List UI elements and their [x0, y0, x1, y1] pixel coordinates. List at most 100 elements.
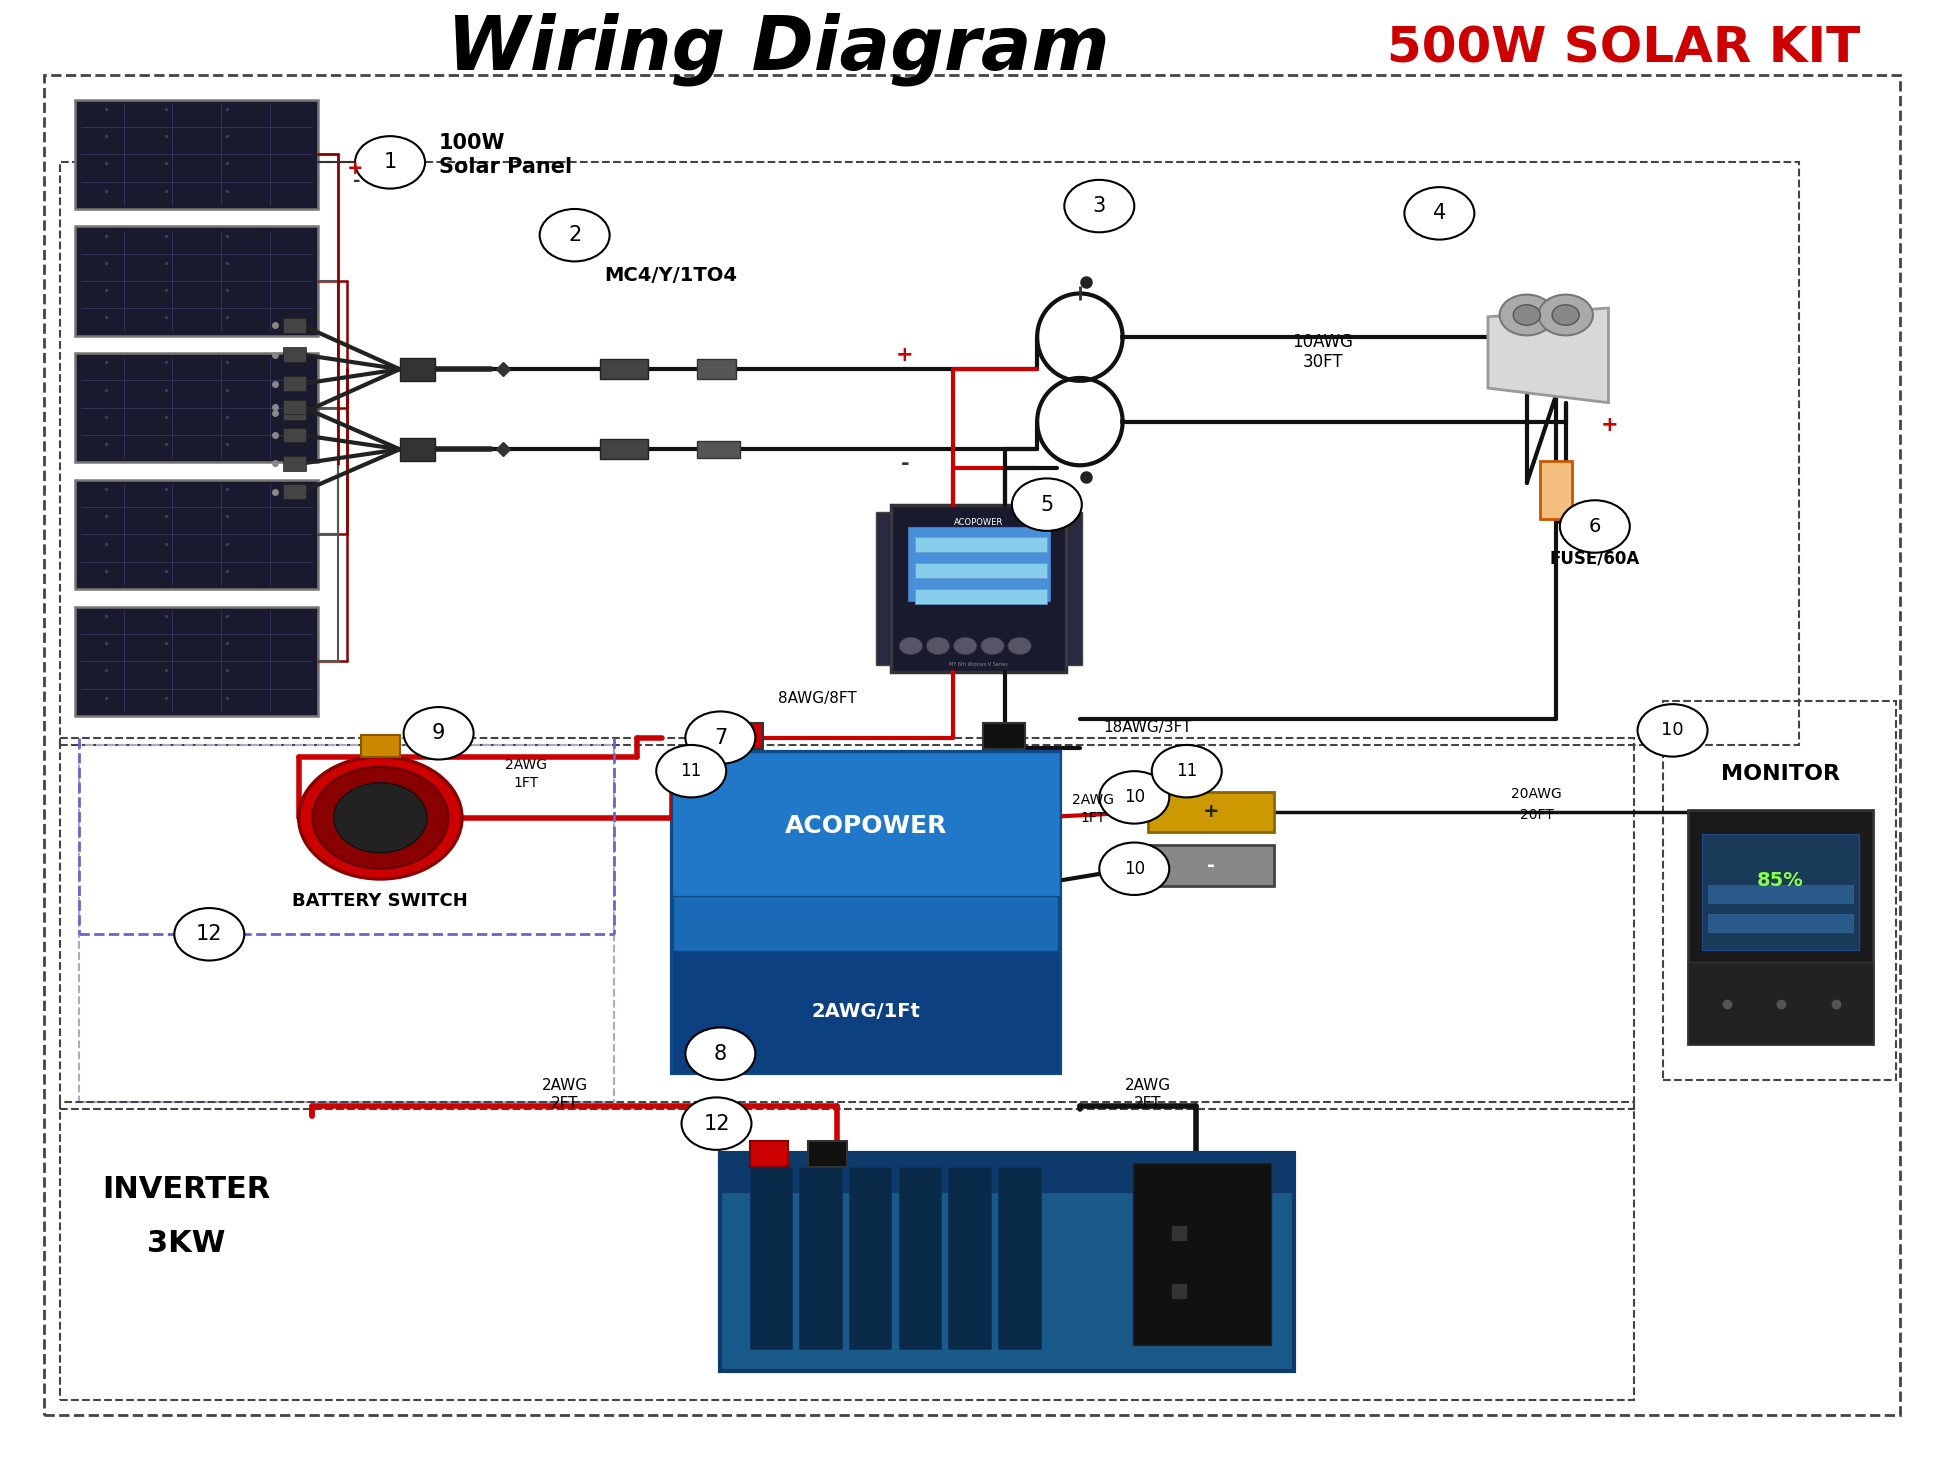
- Text: MY 6th Widows V Series: MY 6th Widows V Series: [950, 663, 1008, 667]
- Bar: [671, 752, 1061, 896]
- Bar: [360, 734, 399, 756]
- Text: +: +: [346, 159, 364, 178]
- Bar: [1148, 845, 1275, 886]
- Circle shape: [1539, 295, 1594, 336]
- Text: 3: 3: [1094, 196, 1105, 216]
- Text: -: -: [352, 172, 360, 190]
- Bar: [915, 590, 1047, 604]
- Text: 8AWG/8FT: 8AWG/8FT: [778, 691, 856, 705]
- Text: 3KW: 3KW: [146, 1228, 226, 1257]
- Circle shape: [298, 756, 461, 879]
- Text: 2: 2: [568, 225, 582, 245]
- Bar: [720, 723, 763, 749]
- Text: 85%: 85%: [1757, 872, 1804, 891]
- Bar: [749, 1142, 788, 1168]
- Text: 12: 12: [197, 924, 222, 945]
- Text: MONITOR: MONITOR: [1720, 764, 1839, 784]
- Bar: [284, 377, 306, 391]
- Text: BATTERY SWITCH: BATTERY SWITCH: [292, 892, 469, 910]
- Bar: [983, 723, 1026, 749]
- Text: 6: 6: [1588, 517, 1602, 536]
- Polygon shape: [1489, 308, 1609, 403]
- Circle shape: [685, 1028, 755, 1080]
- Circle shape: [926, 637, 950, 654]
- Text: FUSE/60A: FUSE/60A: [1549, 549, 1640, 568]
- Bar: [599, 359, 648, 380]
- Bar: [1541, 461, 1572, 520]
- Bar: [284, 428, 306, 442]
- Bar: [76, 353, 317, 463]
- Circle shape: [1405, 187, 1475, 239]
- Text: 10: 10: [1123, 788, 1144, 806]
- Circle shape: [899, 637, 922, 654]
- Text: 2AWG: 2AWG: [506, 758, 547, 772]
- Text: 10: 10: [1123, 860, 1144, 877]
- Text: 5: 5: [1041, 495, 1053, 514]
- Circle shape: [539, 209, 609, 261]
- Circle shape: [981, 637, 1004, 654]
- Bar: [60, 1102, 1635, 1400]
- Circle shape: [403, 707, 473, 759]
- Bar: [998, 1168, 1041, 1349]
- Text: ACOPOWER: ACOPOWER: [784, 813, 948, 838]
- Text: 100W
Solar Panel: 100W Solar Panel: [438, 133, 572, 177]
- Bar: [1687, 810, 1872, 1044]
- Bar: [1148, 791, 1275, 832]
- Circle shape: [681, 1098, 751, 1150]
- Circle shape: [1152, 745, 1222, 797]
- Bar: [284, 400, 306, 415]
- Circle shape: [333, 783, 426, 853]
- Bar: [800, 1168, 843, 1349]
- Circle shape: [685, 711, 755, 764]
- Bar: [1662, 701, 1895, 1080]
- Bar: [399, 438, 434, 461]
- Text: 1FT: 1FT: [1080, 810, 1105, 825]
- Circle shape: [954, 637, 977, 654]
- Text: 2AWG: 2AWG: [1125, 1079, 1171, 1094]
- Circle shape: [311, 766, 448, 869]
- Circle shape: [1561, 501, 1631, 553]
- Bar: [749, 1168, 792, 1349]
- Bar: [60, 737, 1635, 1110]
- Circle shape: [656, 745, 726, 797]
- Circle shape: [1099, 842, 1170, 895]
- Bar: [284, 347, 306, 362]
- Circle shape: [175, 908, 245, 961]
- Bar: [399, 358, 434, 381]
- Bar: [76, 226, 317, 336]
- Text: 20FT: 20FT: [1520, 807, 1553, 822]
- Text: 30FT: 30FT: [1302, 353, 1343, 371]
- Bar: [284, 456, 306, 470]
- Circle shape: [1500, 295, 1555, 336]
- Bar: [915, 564, 1047, 578]
- Circle shape: [1553, 305, 1580, 326]
- Circle shape: [1012, 479, 1082, 531]
- Text: -: -: [901, 454, 909, 474]
- Text: 4: 4: [1432, 203, 1446, 223]
- Bar: [808, 1142, 847, 1168]
- Bar: [1687, 962, 1872, 1044]
- Bar: [80, 745, 613, 1102]
- Bar: [720, 1153, 1294, 1371]
- Bar: [1701, 834, 1858, 950]
- Bar: [907, 527, 1051, 602]
- Text: 20AWG: 20AWG: [1512, 787, 1563, 802]
- Bar: [671, 752, 1061, 1073]
- Bar: [899, 1168, 942, 1349]
- Bar: [284, 485, 306, 499]
- Circle shape: [1064, 180, 1135, 232]
- Text: 9: 9: [432, 723, 446, 743]
- Text: +: +: [1203, 803, 1220, 822]
- Bar: [60, 162, 1798, 745]
- Text: 2AWG: 2AWG: [1072, 793, 1115, 807]
- Text: 18AWG/3FT: 18AWG/3FT: [1103, 720, 1193, 734]
- Text: 1: 1: [383, 152, 397, 172]
- Circle shape: [1099, 771, 1170, 823]
- Bar: [1133, 1164, 1271, 1345]
- Bar: [76, 480, 317, 590]
- Bar: [1707, 914, 1853, 931]
- Bar: [876, 512, 891, 664]
- Text: 12: 12: [703, 1114, 730, 1133]
- Bar: [1707, 885, 1853, 902]
- Text: 2FT: 2FT: [551, 1096, 578, 1111]
